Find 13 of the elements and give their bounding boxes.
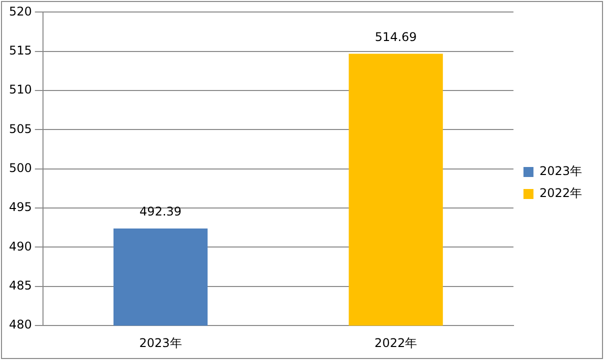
legend-label: 2023年 [539, 164, 582, 178]
y-tick-label: 485 [9, 278, 32, 293]
y-tick-label: 495 [9, 200, 32, 214]
y-tick-label: 480 [9, 318, 32, 332]
y-tick-label: 500 [9, 161, 32, 176]
y-tick-label: 515 [9, 44, 32, 58]
data-label: 514.69 [374, 30, 417, 44]
y-tick-label: 510 [9, 82, 32, 97]
y-tick-label: 505 [9, 122, 32, 136]
data-label: 492.39 [140, 204, 182, 219]
y-tick-label: 520 [9, 4, 32, 18]
y-tick-label: 490 [9, 239, 32, 254]
legend-label: 2022年 [539, 186, 582, 200]
